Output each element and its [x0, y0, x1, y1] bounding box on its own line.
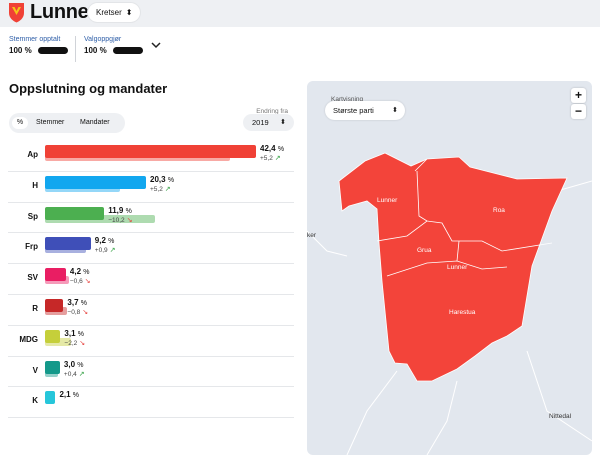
value-label: 3,7 %: [67, 298, 87, 307]
party-bar[interactable]: [45, 268, 66, 281]
party-label: Frp: [8, 242, 38, 251]
value-label: 2,1 %: [59, 390, 79, 399]
arrow-up-icon: ↗: [163, 186, 171, 193]
party-label: MDG: [8, 335, 38, 344]
value-label: 20,3 %: [150, 175, 174, 184]
party-label: K: [8, 396, 38, 405]
row-divider: [8, 171, 294, 172]
map-label: ker: [307, 232, 316, 239]
row-divider: [8, 325, 294, 326]
toggle-seats[interactable]: Mandater: [80, 117, 110, 129]
progress-pill: [113, 47, 143, 54]
party-bar[interactable]: [45, 176, 146, 189]
party-bar[interactable]: [45, 237, 91, 250]
counted-value: 100 %: [9, 46, 32, 55]
party-bar[interactable]: [45, 361, 60, 374]
arrow-down-icon: ↘: [83, 278, 91, 285]
coat-of-arms-icon: [8, 2, 25, 23]
counted-label: Stemmer opptalt: [9, 36, 68, 43]
settlement-value: 100 %: [84, 46, 107, 55]
arrow-down-icon: ↘: [77, 340, 85, 347]
party-bar[interactable]: [45, 391, 55, 404]
party-label: V: [8, 366, 38, 375]
arrow-up-icon: ↗: [108, 247, 116, 254]
arrow-down-icon: ↘: [80, 309, 88, 316]
map-label: Roa: [493, 207, 505, 214]
party-label: Ap: [8, 150, 38, 159]
value-label: 42,4 %: [260, 144, 284, 153]
settlement-label: Valgoppgjør: [84, 36, 143, 43]
settlement-status: Valgoppgjør 100 %: [84, 36, 143, 55]
arrow-up-icon: ↗: [273, 155, 281, 162]
sort-icon: ⬍: [126, 8, 133, 17]
map-view[interactable]: Lunner Roa Grua Lunner Harestua Nittedal…: [307, 81, 592, 455]
map-view-selector[interactable]: Største parti ⬍: [325, 101, 405, 120]
party-label: H: [8, 181, 38, 190]
party-label: SV: [8, 273, 38, 282]
change-label: +5,2 ↗: [150, 185, 171, 193]
party-bar[interactable]: [45, 330, 60, 343]
counted-status: Stemmer opptalt 100 %: [9, 36, 68, 55]
toggle-votes[interactable]: Stemmer: [36, 117, 64, 129]
toggle-percent[interactable]: %: [12, 117, 28, 129]
map-view-value: Største parti: [333, 106, 374, 115]
value-label: 3,1 %: [64, 329, 84, 338]
change-label: +0,4 ↗: [64, 370, 85, 378]
year-value: 2019: [252, 118, 269, 127]
row-divider: [8, 386, 294, 387]
map-label: Nittedal: [549, 413, 571, 420]
change-label: −0,6 ↘: [70, 277, 91, 285]
change-label: −0,8 ↘: [67, 308, 88, 316]
map-label: Lunner: [447, 264, 467, 271]
sort-icon: ⬍: [280, 114, 286, 131]
value-label: 9,2 %: [95, 236, 115, 245]
divider: [75, 36, 76, 62]
sort-icon: ⬍: [392, 101, 398, 120]
change-label: +5,2 ↗: [260, 154, 281, 162]
display-toggle: % Stemmer Mandater: [9, 113, 125, 133]
row-divider: [8, 417, 294, 418]
party-bar[interactable]: [45, 207, 104, 220]
value-label: 3,0 %: [64, 360, 84, 369]
map-label: Lunner: [377, 197, 397, 204]
area-selector[interactable]: Kretser ⬍: [88, 3, 140, 22]
party-label: Sp: [8, 212, 38, 221]
arrow-up-icon: ↗: [77, 371, 85, 378]
chevron-down-icon[interactable]: [149, 40, 163, 50]
row-divider: [8, 356, 294, 357]
party-bar[interactable]: [45, 299, 63, 312]
value-label: 4,2 %: [70, 267, 90, 276]
change-label: +0,9 ↗: [95, 246, 116, 254]
party-label: R: [8, 304, 38, 313]
arrow-down-icon: ↘: [125, 217, 133, 224]
party-bar[interactable]: [45, 145, 256, 158]
row-divider: [8, 232, 294, 233]
year-selector[interactable]: 2019 ⬍: [243, 114, 294, 131]
section-title: Oppslutning og mandater: [9, 81, 167, 96]
brand-title: Lunner: [30, 1, 96, 24]
change-label: −10,2 ↘: [108, 216, 132, 224]
zoom-in-button[interactable]: +: [571, 88, 586, 103]
change-label: −2,2 ↘: [64, 339, 85, 347]
row-divider: [8, 202, 294, 203]
map-label: Harestua: [449, 309, 475, 316]
area-selector-label: Kretser: [96, 8, 122, 17]
top-bar: Lunner Kretser ⬍: [0, 0, 600, 27]
row-divider: [8, 263, 294, 264]
map-label: Grua: [417, 247, 431, 254]
row-divider: [8, 294, 294, 295]
progress-pill: [38, 47, 68, 54]
value-label: 11,9 %: [108, 206, 132, 215]
zoom-out-button[interactable]: −: [571, 104, 586, 119]
